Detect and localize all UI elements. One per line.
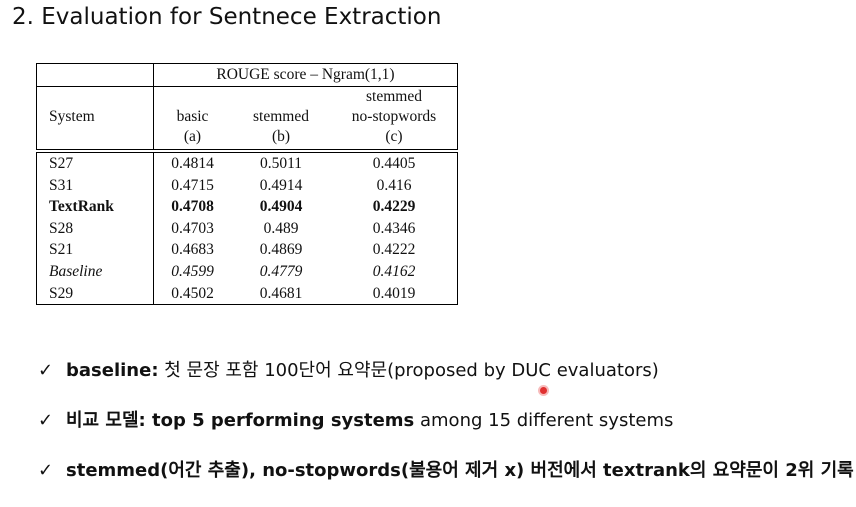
bullet-text: 첫 문장 포함 100단어 요약문(proposed by DUC evalua… — [158, 360, 659, 381]
score-cell: 0.4814 — [171, 155, 214, 172]
system-cell: S21 — [36, 239, 154, 261]
bullet-bold: stemmed(어간 추출), no-stopwords(불용어 제거 x) 버… — [66, 460, 854, 481]
header-line: stemmed — [366, 88, 422, 105]
score-cell: 0.4904 — [259, 198, 303, 216]
column-header: System — [36, 86, 154, 153]
header-line: System — [49, 108, 95, 125]
group-header: ROUGE score – Ngram(1,1) — [153, 63, 458, 87]
score-cell: 0.4914 — [259, 176, 303, 194]
table-row: S28 0.4703 0.489 0.4346 — [36, 217, 458, 240]
system-cell: Baseline — [36, 260, 154, 283]
header-line: (c) — [385, 128, 403, 145]
header-row: System basic (a) stemmed (b) stemmed no-sto… — [36, 86, 458, 153]
score-cell: 0.489 — [263, 219, 299, 237]
bullet: ✓ baseline: 첫 문장 포함 100단어 요약문(proposed by… — [38, 360, 659, 381]
bullet: ✓ 비교 모델: top 5 performing systems among 1… — [38, 410, 674, 431]
system-cell: TextRank — [36, 196, 154, 218]
score-cell: 0.4019 — [372, 284, 416, 302]
score-cell: 0.4222 — [372, 241, 416, 259]
score-cell: 0.4715 — [171, 176, 214, 194]
score-cell: 0.416 — [376, 176, 412, 194]
bullet-text: among 15 different systems — [414, 410, 674, 431]
bullet-bold: 비교 모델: top 5 performing systems — [66, 410, 415, 431]
title: 2. Evaluation for Sentnece Extraction — [12, 4, 442, 30]
table-row: TextRank 0.4708 0.4904 0.4229 — [36, 196, 458, 218]
system-cell: S27 — [36, 151, 154, 175]
bullet: ✓ stemmed(어간 추출), no-stopwords(불용어 제거 x) … — [38, 460, 854, 481]
bullet-bold: baseline: — [66, 360, 159, 381]
table-body: S27 0.4814 0.5011 0.4405 S31 0.4715 0.4914 0.41… — [36, 151, 458, 305]
pointer-dot — [540, 387, 547, 394]
table-row: S29 0.4502 0.4681 0.4019 — [36, 282, 458, 305]
table-row: S31 0.4715 0.4914 0.416 — [36, 174, 458, 197]
system-cell: S28 — [36, 217, 154, 240]
score-cell: 0.5011 — [259, 155, 303, 172]
system-cell: S31 — [36, 174, 154, 197]
score-cell: 0.4681 — [259, 284, 303, 302]
score-cell: 0.4708 — [171, 198, 214, 216]
score-cell: 0.4869 — [259, 241, 303, 259]
column-header: stemmed (b) — [231, 86, 331, 153]
column-header: stemmed no-stopwords (c) — [331, 86, 458, 153]
score-cell: 0.4502 — [171, 284, 214, 302]
empty-cell — [36, 63, 154, 87]
header-row: ROUGE score – Ngram(1,1) — [36, 63, 458, 87]
results-table: ROUGE score – Ngram(1,1) System basic (a)… — [36, 63, 458, 306]
table-row: S27 0.4814 0.5011 0.4405 — [36, 151, 458, 175]
header-line: basic — [176, 108, 209, 125]
header-line: stemmed — [253, 108, 309, 125]
header-line: (b) — [271, 128, 291, 145]
score-cell: 0.4599 — [171, 262, 214, 280]
score-cell: 0.4779 — [259, 262, 303, 280]
table-row: S21 0.4683 0.4869 0.4222 — [36, 239, 458, 261]
table-row: Baseline 0.4599 0.4779 0.4162 — [36, 260, 458, 283]
system-cell: S29 — [36, 282, 154, 305]
header-line: (a) — [183, 128, 202, 145]
column-header: basic (a) — [153, 86, 231, 153]
score-cell: 0.4405 — [372, 155, 416, 172]
score-cell: 0.4683 — [171, 241, 214, 259]
score-cell: 0.4162 — [372, 262, 416, 280]
score-cell: 0.4229 — [372, 198, 416, 216]
header-line: no-stopwords — [351, 108, 437, 125]
score-cell: 0.4703 — [171, 219, 214, 237]
score-cell: 0.4346 — [372, 219, 416, 237]
